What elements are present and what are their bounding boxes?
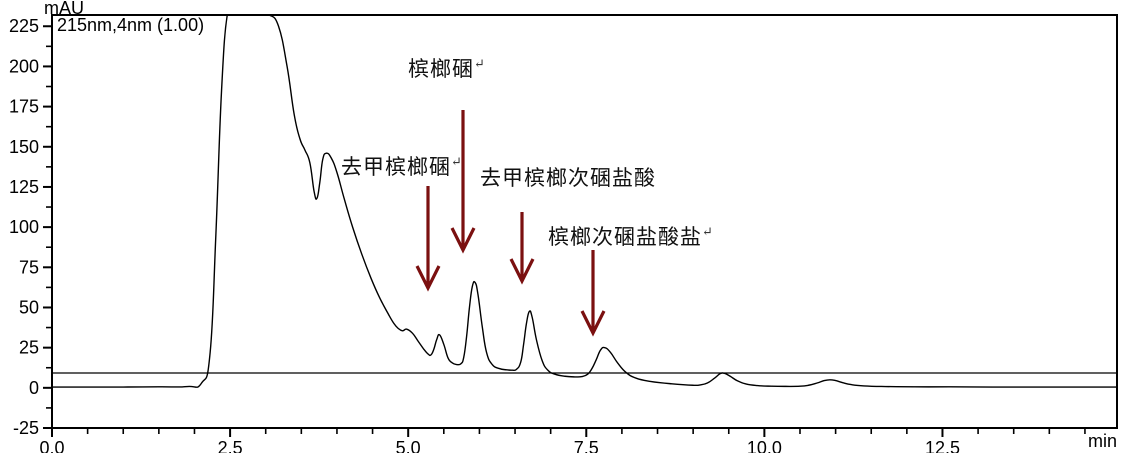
paragraph-mark-icon: ↵	[451, 155, 463, 170]
peak-label-text: 去甲槟榔次碅盐酸	[480, 166, 656, 190]
y-tick-label: 25	[19, 338, 39, 358]
y-tick-label: 100	[9, 217, 39, 237]
y-axis-ticks	[43, 25, 52, 429]
y-axis-tick-labels: 225 200 175 150 125 100 75 50 25 0 -25	[9, 16, 39, 438]
x-tick-label: 2.5	[218, 438, 243, 453]
y-tick-label: 150	[9, 137, 39, 157]
y-axis-unit-label: mAU	[44, 0, 84, 18]
detector-trace-label: 215nm,4nm (1.00)	[57, 15, 204, 35]
x-axis-unit-label: min	[1088, 431, 1117, 451]
x-tick-label: 5.0	[396, 438, 421, 453]
y-tick-label: 50	[19, 297, 39, 317]
peak-label-text: 去甲槟榔碅	[341, 155, 451, 179]
chromatogram-trace	[52, 15, 1117, 388]
peak-label-arecoline: 槟榔碅↵	[408, 58, 486, 80]
y-axis-minor-ticks	[46, 45, 52, 409]
y-tick-label: 125	[9, 177, 39, 197]
peak-label-text: 槟榔次碅盐酸盐	[548, 225, 702, 249]
plot-frame	[51, 14, 1118, 429]
annotation-arrow-arecaidine-hcl	[580, 250, 606, 337]
y-tick-label: 175	[9, 97, 39, 117]
y-tick-label: 75	[19, 257, 39, 277]
x-tick-label: 0.0	[39, 438, 64, 453]
y-tick-label: -25	[13, 418, 39, 438]
peak-label-guvacine-hcl: 去甲槟榔次碅盐酸	[480, 168, 656, 189]
x-tick-label: 10.0	[747, 438, 782, 453]
y-tick-label: 200	[9, 56, 39, 76]
y-tick-label: 0	[29, 378, 39, 398]
annotation-arrow-guvacoline	[415, 186, 441, 292]
peak-label-arecaidine-hcl: 槟榔次碅盐酸盐↵	[548, 226, 714, 248]
x-tick-label: 7.5	[574, 438, 599, 453]
x-axis-ticks	[51, 428, 1086, 437]
annotation-arrow-arecoline	[450, 110, 476, 254]
peak-label-text: 槟榔碅	[408, 57, 474, 81]
annotation-arrow-guvacine-hcl	[509, 212, 535, 285]
peak-label-guvacoline: 去甲槟榔碅↵	[341, 156, 463, 178]
paragraph-mark-icon: ↵	[702, 225, 714, 240]
x-tick-label: 12.5	[925, 438, 960, 453]
y-tick-label: 225	[9, 16, 39, 36]
peak-annotation-arrows	[415, 110, 606, 337]
paragraph-mark-icon: ↵	[474, 57, 486, 72]
x-axis-tick-labels: 0.0 2.5 5.0 7.5 10.0 12.5	[39, 438, 960, 453]
